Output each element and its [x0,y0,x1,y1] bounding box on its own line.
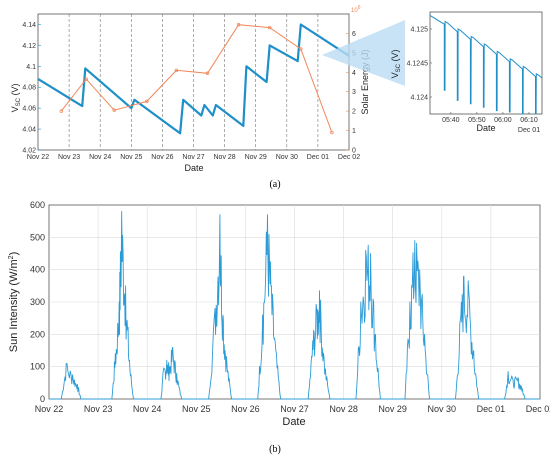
energy-point [236,22,241,27]
vsc-x-tick-label: Nov 23 [58,154,80,161]
vsc-energy-chart: Nov 22 Nov 23 Nov 24 Nov 25 Nov 26 Nov 27 Nov … [10,5,370,173]
vsc-y-tick-label: 4.08 [22,85,36,92]
sun-y-tick-label: 100 [30,362,45,372]
energy-point [174,68,179,73]
vsc-x-tick-label: Dec 01 [307,154,329,161]
vsc-y-axis-label-main: V [10,106,20,112]
vsc-x-tick-label: Nov 24 [89,154,111,161]
energy-point [59,109,64,113]
sun-y-tick-label: 0 [40,394,45,404]
energy-axis-exponent-base: 10 [351,8,358,14]
sun-x-tick-label: Nov 22 [35,404,64,414]
zoom-y-tick-label: 4.1245 [407,61,429,68]
sun-y-axis-label: Sun Intensity (W/m2) [8,252,20,353]
sun-x-tick-label: Nov 27 [280,404,309,414]
zoom-y-tick-label: 4.124 [410,95,428,102]
vsc-y-tick-label: 4.04 [22,127,36,134]
sun-x-tick-label: Nov 30 [428,404,457,414]
sun-intensity-chart: Nov 22 Nov 23 Nov 24 Nov 25 Nov 26 Nov 27 Nov … [8,200,550,428]
sun-y-tick-label: 200 [30,329,45,339]
vsc-x-tick-label: Nov 29 [245,154,267,161]
vsc-y-tick-label: 4.14 [22,22,36,29]
vsc-y-tick-label: 4.02 [22,148,36,155]
energy-y-tick-label: 6 [352,31,356,38]
sun-x-axis-label: Date [282,416,305,428]
vsc-x-axis-label: Date [184,163,203,173]
energy-point [330,130,334,135]
vsc-y-tick-label: 4.06 [22,106,36,113]
vsc-y-axis-label-sub: SC [16,97,22,106]
energy-axis-exponent-power: 6 [358,5,361,11]
energy-y-tick-label: 1 [352,128,356,135]
energy-y-axis-label: Solar Energy (J) [360,49,370,114]
energy-point [299,47,303,51]
energy-point [267,25,272,30]
zoom-date-secondary: Dec 01 [518,127,540,134]
vsc-y-axis-label-unit: (V) [10,84,20,99]
vsc-y-axis-label: VSC (V) [10,84,22,113]
vsc-y-tick-label: 4.1 [26,64,36,71]
zoom-y-axis-label-main: V [390,72,400,78]
zoom-y-axis-label-unit: (V) [390,50,400,65]
energy-series-line [60,24,333,133]
caption-b: (b) [269,444,281,455]
vsc-series-line [37,23,350,135]
sun-x-tick-label: Nov 28 [329,404,358,414]
energy-point [205,71,210,76]
sun-y-axis-label-end: ) [8,252,20,256]
energy-y-tick-label: 4 [352,70,356,77]
zoom-y-tick-label: 4.125 [410,27,428,34]
sun-x-tick-label: Nov 29 [378,404,407,414]
sun-x-tick-label: Dec 02 [526,404,550,414]
energy-point [84,77,88,81]
energy-axis-exponent: 106 [351,5,361,14]
sun-x-tick-label: Nov 24 [133,404,162,414]
vsc-x-tick-label: Nov 22 [27,154,49,161]
sun-x-tick-label: Nov 23 [84,404,113,414]
vsc-x-tick-label: Nov 26 [151,154,173,161]
zoom-plot-area [429,11,543,115]
sun-y-tick-label: 600 [30,200,45,210]
sun-y-tick-label: 500 [30,232,45,242]
zoom-chart: 05:40 05:50 06:00 06:10 4.124 4.1245 4.125 De… [390,11,543,134]
zoom-x-tick-label: 06:00 [494,117,512,124]
sun-intensity-series-line [49,211,540,400]
zoom-x-tick-label: 06:10 [520,117,538,124]
vsc-x-tick-label: Nov 25 [120,154,142,161]
caption-a: (a) [269,179,280,190]
energy-y-tick-label: 0 [352,148,356,155]
zoom-callout [322,20,405,86]
vsc-y-tick-label: 4.12 [22,43,36,50]
sun-y-axis-label-main: Sun Intensity (W/m [8,259,20,352]
zoom-x-tick-label: 05:40 [442,117,460,124]
sun-y-axis-label-sup: 2 [8,255,15,259]
sun-x-tick-label: Nov 26 [231,404,260,414]
sun-y-tick-label: 300 [30,297,45,307]
zoom-y-axis-label-sub: SC [396,63,402,72]
energy-y-tick-label: 3 [352,89,356,96]
vsc-x-tick-label: Nov 27 [182,154,204,161]
zoom-x-axis-label: Date [476,123,495,133]
sun-x-tick-label: Dec 01 [477,404,506,414]
energy-y-tick-label: 2 [352,109,356,116]
sun-x-tick-label: Nov 25 [182,404,211,414]
zoom-x-tick-label: 05:50 [468,117,486,124]
zoom-series-line [429,14,543,115]
vsc-x-tick-label: Nov 30 [276,154,298,161]
zoom-y-axis-label: VSC (V) [390,50,402,79]
vsc-x-tick-label: Nov 28 [214,154,236,161]
energy-point [112,108,116,112]
sun-y-tick-label: 400 [30,265,45,275]
vsc-x-tick-label: Dec 02 [338,154,360,161]
energy-point [145,99,149,104]
